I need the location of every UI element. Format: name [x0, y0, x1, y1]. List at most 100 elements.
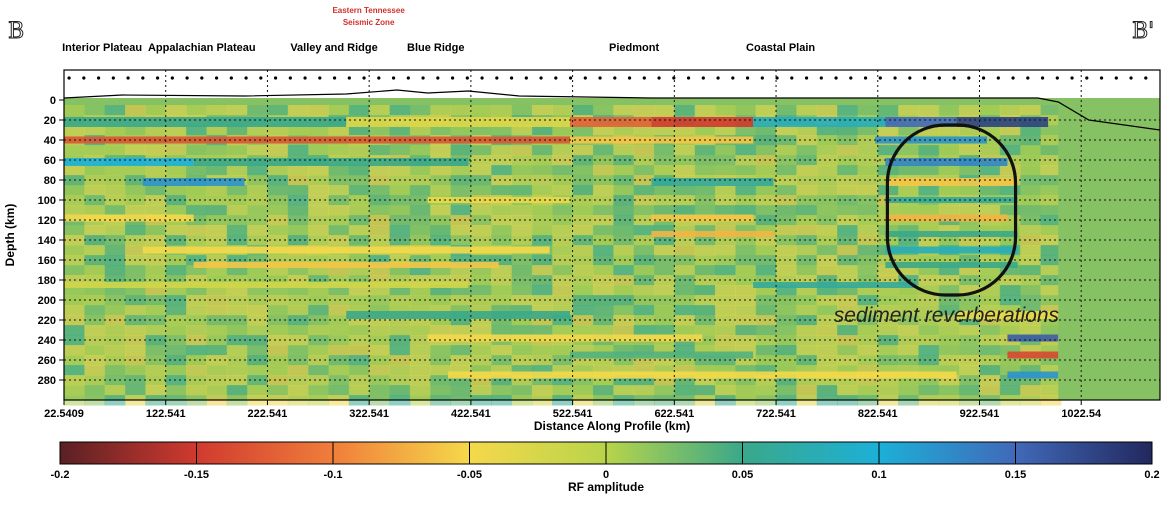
heatmap-cell	[267, 145, 289, 156]
heatmap-cell	[145, 145, 167, 156]
heatmap-cell	[145, 325, 167, 336]
heatmap-cell	[837, 295, 858, 306]
heatmap-cell	[287, 105, 309, 116]
heatmap-cell	[84, 185, 106, 196]
heatmap-cell	[633, 325, 655, 336]
heatmap-cell	[491, 155, 513, 166]
heatmap-cell	[186, 205, 207, 216]
heatmap-cell	[328, 335, 350, 346]
station-dot	[568, 76, 573, 80]
heatmap-cell	[979, 145, 1001, 156]
heatmap-cell	[287, 215, 309, 226]
heatmap-cell	[308, 165, 329, 176]
y-tick-label: 80	[44, 175, 56, 187]
heatmap-cell	[165, 165, 187, 176]
heatmap-cell	[816, 285, 838, 296]
heatmap-cell	[755, 375, 777, 386]
heatmap-cell	[776, 195, 797, 206]
heatmap-cell	[796, 375, 818, 386]
heatmap-cell	[857, 195, 879, 206]
heatmap-cell	[959, 285, 980, 296]
heatmap-cell	[755, 285, 777, 296]
heatmap-cell	[165, 125, 187, 136]
heatmap-cell	[572, 245, 594, 256]
heatmap-cell	[287, 325, 309, 336]
heatmap-cell	[898, 205, 919, 216]
heatmap-cell	[226, 195, 248, 206]
station-dot	[1144, 76, 1148, 80]
heatmap-cell	[552, 225, 574, 236]
heatmap-cell	[877, 315, 899, 326]
heatmap-cell	[938, 205, 960, 216]
heatmap-cell	[776, 325, 797, 336]
heatmap-cell	[206, 165, 228, 176]
heatmap-cell	[491, 145, 513, 156]
heatmap-cell	[898, 255, 919, 266]
heatmap-cell	[511, 125, 533, 136]
heatmap-cell	[572, 185, 594, 196]
heatmap-cell	[84, 325, 106, 336]
station-dot	[406, 76, 410, 80]
heatmap-cell	[837, 335, 858, 346]
heatmap-cell	[470, 345, 492, 356]
province-label: Valley and Ridge	[290, 42, 377, 54]
heatmap-cell	[1040, 365, 1062, 376]
heatmap-cell	[84, 365, 106, 376]
heatmap-cell	[653, 265, 675, 276]
heatmap-cell	[592, 145, 614, 156]
heatmap-cell	[796, 155, 818, 166]
station-dot	[391, 76, 396, 80]
heatmap-cell	[287, 335, 309, 346]
heatmap-cell	[837, 185, 858, 196]
heatmap-cell	[796, 195, 818, 206]
heatmap-band	[142, 246, 550, 254]
heatmap-cell	[470, 155, 492, 166]
heatmap-cell	[287, 175, 309, 186]
heatmap-cell	[959, 125, 980, 136]
heatmap-cell	[898, 355, 919, 366]
heatmap-cell	[165, 375, 187, 386]
station-dot	[672, 76, 676, 80]
heatmap-cell	[796, 345, 818, 356]
heatmap-cell	[206, 215, 228, 226]
station-dot	[200, 76, 204, 80]
heatmap-cell	[369, 265, 391, 276]
colorbar-tick-label: 0	[603, 469, 609, 481]
heatmap-cell	[877, 275, 899, 286]
heatmap-cell	[226, 365, 248, 376]
heatmap-cell	[816, 105, 838, 116]
heatmap-cell	[776, 135, 797, 146]
heatmap-cell	[674, 145, 696, 156]
heatmap-cell	[613, 245, 635, 256]
heatmap-cell	[308, 235, 329, 246]
heatmap-cell	[694, 305, 716, 316]
heatmap-cell	[389, 325, 411, 336]
station-dot	[952, 76, 956, 80]
heatmap-cell	[145, 165, 167, 176]
station-dot	[377, 76, 381, 80]
station-dot	[967, 76, 971, 80]
province-label: Piedmont	[609, 42, 659, 54]
heatmap-cell	[837, 215, 858, 226]
heatmap-cell	[633, 265, 655, 276]
heatmap-cell	[470, 325, 492, 336]
heatmap-cell	[206, 105, 228, 116]
heatmap-band	[651, 117, 754, 127]
heatmap-cell	[755, 295, 777, 306]
heatmap-cell	[735, 185, 757, 196]
heatmap-cell	[267, 105, 289, 116]
heatmap-cell	[369, 105, 391, 116]
heatmap-cell	[104, 105, 126, 116]
heatmap-cell	[633, 125, 655, 136]
heatmap-cell	[877, 335, 899, 346]
heatmap-cell	[816, 305, 838, 316]
heatmap-band	[570, 351, 754, 359]
heatmap-cell	[918, 185, 940, 196]
heatmap-cell	[1020, 105, 1042, 116]
heatmap-cell	[409, 205, 431, 216]
heatmap-cell	[816, 185, 838, 196]
heatmap-cell	[165, 315, 187, 326]
heatmap-cell	[125, 245, 146, 256]
heatmap-cell	[816, 195, 838, 206]
heatmap-cell	[816, 335, 838, 346]
